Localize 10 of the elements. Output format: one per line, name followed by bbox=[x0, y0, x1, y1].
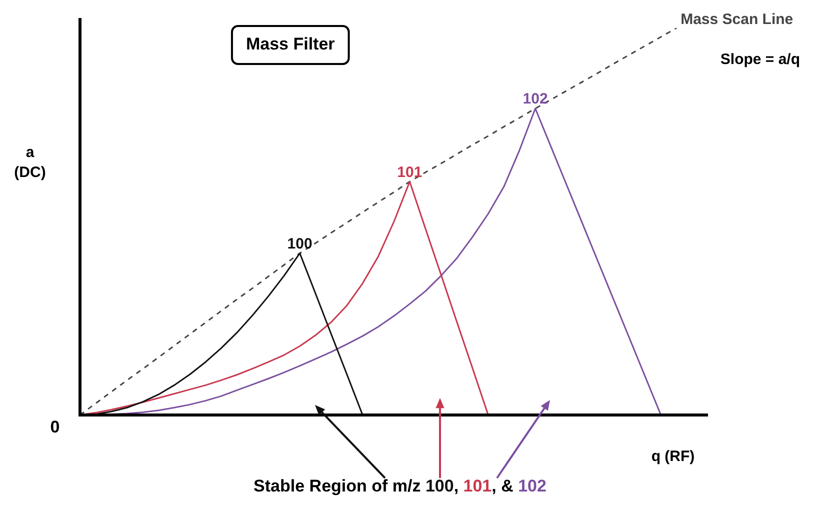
series-label: 102 bbox=[522, 90, 548, 108]
chart-title: Mass Filter bbox=[246, 34, 336, 54]
x-axis-title: q (RF) bbox=[651, 448, 695, 466]
series-label: Mass Scan Line bbox=[680, 11, 794, 28]
series-label: 100 bbox=[287, 235, 312, 252]
y-axis-title: a (DC) bbox=[14, 144, 46, 182]
series-label: 101 bbox=[397, 164, 422, 181]
text: 0 bbox=[50, 418, 60, 437]
text: Slope = a/q bbox=[720, 51, 800, 68]
text: Stable Region of m/z 100, 101, & 102 bbox=[254, 476, 546, 496]
